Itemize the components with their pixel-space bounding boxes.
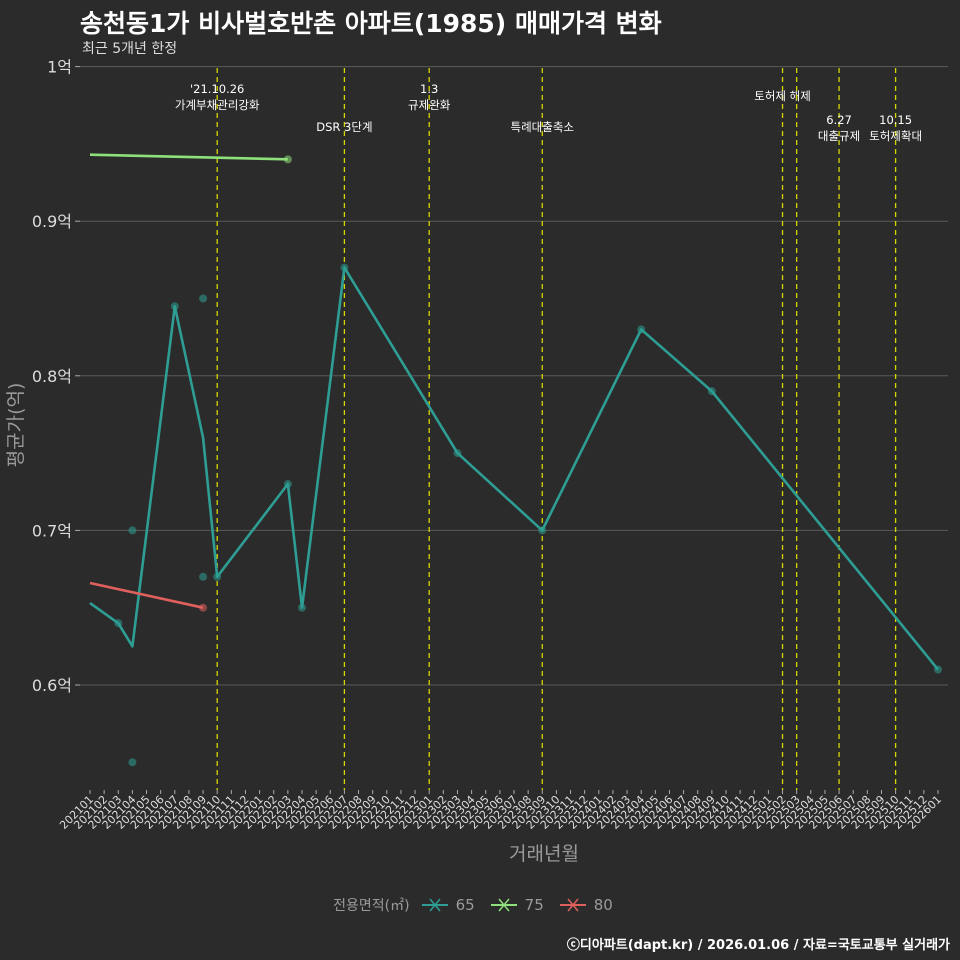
data-point-65 (283, 480, 292, 489)
chart-title: 송천동1가 비사벌호반촌 아파트(1985) 매매가격 변화 (80, 9, 662, 38)
legend: 전용면적(㎡) 65 75 80 (0, 895, 960, 915)
y-tick-label: 0.8억 (32, 367, 72, 386)
event-marker-label: 토허제확대 (869, 129, 922, 143)
y-tick-label: 0.7억 (32, 521, 72, 540)
series-line-65 (89, 266, 940, 671)
data-point-65 (538, 526, 547, 535)
chart-subtitle: 최근 5개년 한정 (82, 41, 178, 57)
data-point-75 (283, 155, 292, 164)
legend-label-65: 65 (455, 896, 475, 914)
data-point-65 (453, 449, 462, 458)
y-tick-label: 0.9억 (32, 212, 72, 231)
data-point-65 (213, 572, 222, 581)
event-marker-label: 토허제 해제 (754, 89, 811, 103)
event-marker-label: '21.10.26 (190, 82, 244, 96)
event-marker-label: 특례대출축소 (511, 120, 574, 134)
data-point-65 (934, 665, 942, 674)
legend-label-75: 75 (524, 896, 544, 914)
y-axis-title: 평균가(억) (5, 383, 27, 468)
series-line-75 (89, 153, 288, 161)
legend-item-75: 75 (489, 895, 544, 915)
data-point-65 (199, 572, 208, 581)
legend-label-80: 80 (593, 896, 613, 914)
data-point-65 (114, 619, 123, 628)
data-point-65 (707, 387, 716, 396)
event-marker-label: 규제완화 (408, 98, 451, 112)
legend-title: 전용면적(㎡) (333, 898, 410, 914)
data-point-65 (199, 294, 208, 303)
data-point-65 (170, 302, 179, 311)
footer-credit: ⓒ디아파트(dapt.kr) / 2026.01.06 / 자료=국토교통부 실… (566, 938, 950, 953)
event-marker-label: 대출규제 (818, 129, 860, 143)
data-point-80 (199, 603, 208, 612)
event-marker-label: 1.3 (420, 82, 438, 96)
data-point-65 (340, 263, 349, 272)
data-point-65 (128, 526, 137, 535)
x-axis-title: 거래년월 (509, 843, 579, 865)
data-point-65 (128, 758, 137, 767)
event-marker-label: 10.15 (879, 113, 912, 127)
legend-item-80: 80 (558, 895, 613, 915)
legend-key-75-icon (490, 898, 517, 912)
legend-item-65: 65 (420, 895, 475, 915)
legend-key-65-icon (421, 898, 448, 912)
data-point-65 (637, 325, 646, 334)
series-line-80 (89, 581, 204, 609)
y-tick-label: 0.6억 (32, 676, 72, 695)
data-point-65 (298, 603, 306, 612)
y-tick-label: 1억 (47, 58, 72, 77)
legend-key-80-icon (559, 898, 586, 912)
event-marker-label: 6.27 (826, 113, 852, 127)
event-marker-label: DSR 3단계 (316, 120, 372, 134)
event-marker-label: 가계부채관리강화 (175, 98, 260, 112)
